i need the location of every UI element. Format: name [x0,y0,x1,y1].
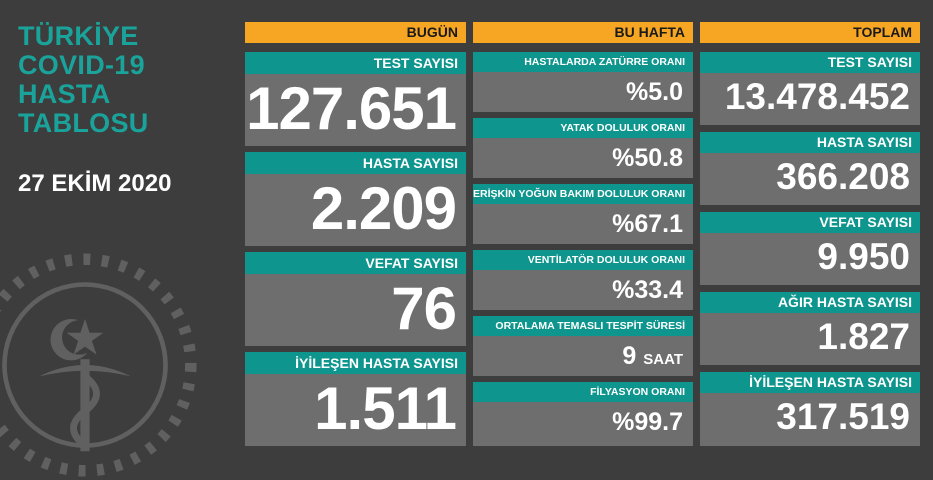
stat-value: 2.209 [310,175,457,242]
stat-value: 9 SAAT [473,336,693,380]
today-recovered-card: İYİLEŞEN HASTA SAYISI 1.511 [245,352,466,446]
total-deaths-card: VEFAT SAYISI 9.950 [700,212,920,285]
stat-value: 317.519 [776,396,910,437]
health-ministry-emblem-icon [0,253,197,477]
stat-unit: SAAT [643,351,683,368]
stat-value: %50.8 [473,138,693,178]
stat-value: 1.511 [314,375,457,442]
stat-number: 9 [622,342,637,370]
stat-label: VEFAT SAYISI [700,212,920,233]
filiation-rate-card: FİLYASYON ORANI %99.7 [473,382,693,446]
stat-label: İYİLEŞEN HASTA SAYISI [700,372,920,393]
stat-label: HASTA SAYISI [245,152,466,174]
stat-label: TEST SAYISI [700,52,920,73]
stat-label: İYİLEŞEN HASTA SAYISI [245,352,466,374]
stat-value: 366.208 [776,156,910,197]
stat-value: %67.1 [473,204,693,244]
today-header: BUGÜN [245,22,466,43]
stat-value: 13.478.452 [724,76,910,117]
stat-number: %50.8 [612,144,683,172]
title-line: TÜRKİYE [18,21,139,51]
stat-label: AĞIR HASTA SAYISI [700,292,920,313]
total-header: TOPLAM [700,22,920,43]
stat-number: %67.1 [612,210,683,238]
title-line: COVID-19 [18,50,145,80]
stat-label: HASTALARDA ZATÜRRE ORANI [473,52,693,72]
today-column: BUGÜN TEST SAYISI 127.651 HASTA SAYISI 2… [245,22,466,446]
stat-number: %99.7 [612,408,683,436]
ventilator-occupancy-card: VENTİLATÖR DOLULUK ORANI %33.4 [473,250,693,310]
pneumonia-rate-card: HASTALARDA ZATÜRRE ORANI %5.0 [473,52,693,112]
total-severe-card: AĞIR HASTA SAYISI 1.827 [700,292,920,365]
title-line: TABLOSU [18,108,149,138]
stat-label: ORTALAMA TEMASLI TESPİT SÜRESİ [473,316,693,336]
today-test-card: TEST SAYISI 127.651 [245,52,466,146]
today-cases-card: HASTA SAYISI 2.209 [245,152,466,246]
this-week-column: BU HAFTA HASTALARDA ZATÜRRE ORANI %5.0 Y… [473,22,693,446]
stat-label: ERİŞKİN YOĞUN BAKIM DOLULUK ORANI [473,184,693,204]
icu-occupancy-card: ERİŞKİN YOĞUN BAKIM DOLULUK ORANI %67.1 [473,184,693,244]
report-date: 27 EKİM 2020 [18,170,172,197]
stat-label: FİLYASYON ORANI [473,382,693,402]
stat-label: VEFAT SAYISI [245,252,466,274]
this-week-header: BU HAFTA [473,22,693,43]
stat-label: HASTA SAYISI [700,132,920,153]
stat-value: %33.4 [473,270,693,310]
total-column: TOPLAM TEST SAYISI 13.478.452 HASTA SAYI… [700,22,920,446]
total-test-card: TEST SAYISI 13.478.452 [700,52,920,125]
page-title: TÜRKİYE COVID-19 HASTA TABLOSU [18,22,149,138]
stat-value: %5.0 [473,72,693,112]
stat-value: 9.950 [817,236,910,277]
stat-label: TEST SAYISI [245,52,466,74]
stat-number: %33.4 [612,276,683,304]
title-line: HASTA [18,79,111,109]
stat-value: 1.827 [817,316,910,357]
stat-number: %5.0 [626,78,683,106]
stat-value: %99.7 [473,402,693,442]
bed-occupancy-card: YATAK DOLULUK ORANI %50.8 [473,118,693,178]
stat-label: YATAK DOLULUK ORANI [473,118,693,138]
contact-detection-time-card: ORTALAMA TEMASLI TESPİT SÜRESİ 9 SAAT [473,316,693,376]
stat-value: 76 [391,275,457,342]
stat-value: 127.651 [246,75,457,142]
stat-label: VENTİLATÖR DOLULUK ORANI [473,250,693,270]
total-cases-card: HASTA SAYISI 366.208 [700,132,920,205]
total-recovered-card: İYİLEŞEN HASTA SAYISI 317.519 [700,372,920,446]
today-deaths-card: VEFAT SAYISI 76 [245,252,466,346]
